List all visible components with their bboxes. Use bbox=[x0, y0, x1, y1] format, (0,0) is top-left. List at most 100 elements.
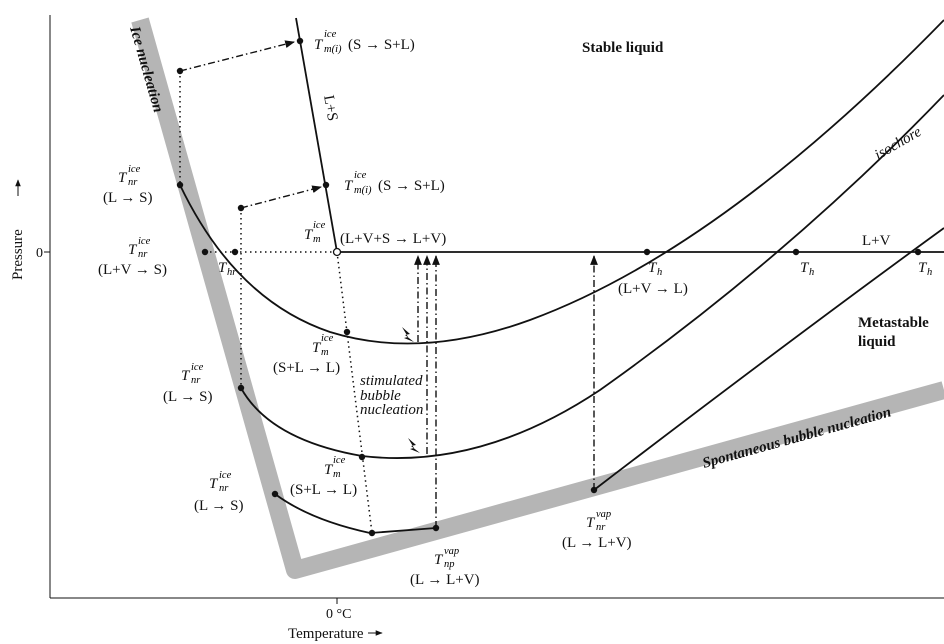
point bbox=[237, 384, 245, 392]
svg-text:ice: ice bbox=[321, 333, 334, 344]
point bbox=[237, 204, 245, 212]
stimulated-label: stimulated bbox=[360, 373, 423, 389]
svg-text:T: T bbox=[128, 242, 138, 258]
svg-text:T: T bbox=[918, 260, 928, 276]
point bbox=[432, 524, 440, 532]
point bbox=[231, 248, 239, 256]
svg-text:nr: nr bbox=[596, 522, 606, 533]
y-axis-title: Pressure bbox=[10, 229, 26, 280]
l-plus-s-label: L+S bbox=[320, 94, 340, 122]
svg-text:T: T bbox=[312, 340, 322, 356]
svg-text:vap: vap bbox=[596, 509, 611, 520]
svg-text:ice: ice bbox=[128, 164, 141, 175]
svg-text:h: h bbox=[927, 267, 932, 278]
svg-text:T: T bbox=[586, 515, 596, 531]
svg-text:T: T bbox=[648, 260, 658, 276]
label-tmi-top: T m(i) ice (S → S+L) bbox=[314, 29, 415, 55]
label-tnr-3: T nr ice (L → S) bbox=[163, 362, 212, 405]
stimulated-label-3: nucleation bbox=[360, 402, 423, 418]
svg-text:m(i): m(i) bbox=[354, 185, 372, 196]
point bbox=[296, 37, 304, 45]
svg-text:T: T bbox=[800, 260, 810, 276]
label-tm-triple: T m ice (L+V+S → L+V) bbox=[304, 220, 446, 247]
svg-text:T: T bbox=[434, 552, 444, 568]
point bbox=[201, 248, 209, 256]
label-tnr-2: T nr ice (L+V → S) bbox=[98, 236, 167, 278]
warm-arrow-1 bbox=[179, 40, 295, 72]
point bbox=[176, 67, 184, 75]
svg-text:T: T bbox=[118, 170, 128, 186]
svg-text:ice: ice bbox=[333, 455, 346, 466]
svg-text:T: T bbox=[314, 37, 324, 53]
isochore-1 bbox=[179, 19, 944, 345]
label-th-3: T h bbox=[918, 260, 932, 278]
x-tick-label: 0 °C bbox=[326, 607, 351, 622]
svg-text:nr: nr bbox=[191, 375, 201, 386]
svg-text:nr: nr bbox=[128, 177, 138, 188]
stimulated-dotted bbox=[336, 251, 373, 534]
svg-text:T: T bbox=[344, 178, 354, 194]
label-tnr-4: T nr ice (L → S) bbox=[194, 470, 243, 514]
isochore-3b bbox=[593, 227, 944, 491]
metastable-label-2: liquid bbox=[858, 334, 896, 350]
bubble-nucleation-label: Spontaneous bubble nucleation bbox=[701, 404, 893, 472]
point bbox=[322, 181, 330, 189]
label-th-1: T h (L+V → L) bbox=[618, 260, 688, 297]
svg-text:(S → S+L): (S → S+L) bbox=[378, 178, 445, 194]
svg-text:(L → L+V): (L → L+V) bbox=[410, 572, 480, 588]
stable-liquid-label: Stable liquid bbox=[582, 40, 664, 56]
svg-text:T: T bbox=[181, 368, 191, 384]
point bbox=[343, 328, 351, 336]
label-th-2: T h bbox=[800, 260, 814, 278]
svg-text:(S+L → L): (S+L → L) bbox=[273, 360, 340, 376]
triple-point bbox=[332, 247, 342, 257]
label-tnr-1: T nr ice (L → S) bbox=[103, 164, 152, 206]
svg-text:(L+V+S → L+V): (L+V+S → L+V) bbox=[340, 231, 446, 247]
svg-text:T: T bbox=[209, 476, 219, 492]
svg-text:(L → S): (L → S) bbox=[194, 498, 243, 514]
svg-text:T: T bbox=[218, 260, 228, 276]
isochore-2 bbox=[240, 94, 944, 459]
svg-text:vap: vap bbox=[444, 546, 459, 557]
y-tick-label: 0 bbox=[36, 246, 43, 261]
label-thr: T hr bbox=[218, 260, 237, 278]
svg-text:(L+V → S): (L+V → S) bbox=[98, 262, 167, 278]
lightning-icon bbox=[402, 327, 414, 342]
point bbox=[176, 181, 184, 189]
svg-text:hr: hr bbox=[227, 267, 237, 278]
svg-text:m(i): m(i) bbox=[324, 44, 342, 55]
l-plus-v-label: L+V bbox=[862, 233, 891, 249]
svg-text:(S → S+L): (S → S+L) bbox=[348, 37, 415, 53]
svg-text:T: T bbox=[304, 227, 314, 243]
svg-text:ice: ice bbox=[324, 29, 337, 40]
label-tmi-mid: T m(i) ice (S → S+L) bbox=[344, 170, 445, 196]
svg-text:m: m bbox=[313, 234, 321, 245]
metastable-label: Metastable bbox=[858, 315, 929, 331]
svg-text:h: h bbox=[657, 267, 662, 278]
svg-text:T: T bbox=[324, 462, 334, 478]
svg-text:m: m bbox=[333, 469, 341, 480]
point bbox=[914, 248, 922, 256]
svg-text:(L+V → L): (L+V → L) bbox=[618, 281, 688, 297]
svg-text:(L → S): (L → S) bbox=[163, 389, 212, 405]
svg-text:nr: nr bbox=[219, 483, 229, 494]
label-tnp-vap: T np vap (L → L+V) bbox=[410, 546, 480, 588]
warm-arrow-2 bbox=[240, 185, 322, 209]
svg-text:np: np bbox=[444, 559, 455, 570]
melting-line bbox=[295, 17, 338, 253]
isochore-label: isochore bbox=[872, 124, 925, 164]
label-tnr-vap: T nr vap (L → L+V) bbox=[562, 509, 632, 551]
point bbox=[368, 529, 376, 537]
label-tm-1: T m ice (S+L → L) bbox=[273, 333, 340, 376]
svg-text:(S+L → L): (S+L → L) bbox=[290, 482, 357, 498]
svg-text:h: h bbox=[809, 267, 814, 278]
svg-text:ice: ice bbox=[138, 236, 151, 247]
point bbox=[643, 248, 651, 256]
point bbox=[358, 453, 366, 461]
point bbox=[590, 486, 598, 494]
point bbox=[792, 248, 800, 256]
data-points bbox=[176, 37, 922, 537]
svg-text:(L → L+V): (L → L+V) bbox=[562, 535, 632, 551]
point bbox=[271, 490, 279, 498]
